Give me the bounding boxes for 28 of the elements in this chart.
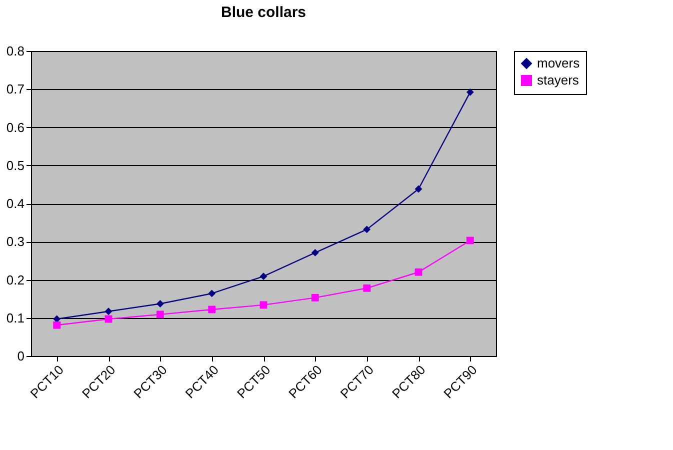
point (311, 294, 319, 302)
y-tick-label: 0 (17, 348, 24, 364)
point (311, 248, 319, 256)
point (466, 88, 474, 96)
y-tick-label: 0.8 (6, 44, 24, 58)
y-tick-label: 0.3 (6, 234, 24, 250)
y-tick-label: 0.6 (6, 120, 24, 135)
point (104, 308, 112, 316)
point (208, 290, 216, 298)
y-tick-label: 0.5 (6, 158, 24, 173)
y-tick-label: 0.2 (6, 272, 24, 288)
chart-title: Blue collars (220, 4, 306, 21)
point (156, 300, 164, 308)
point (208, 306, 216, 314)
y-tick-label: 0.4 (6, 196, 24, 211)
point (414, 268, 422, 276)
point (414, 185, 422, 193)
y-tick-label: 0.1 (6, 310, 24, 326)
legend-label: movers (537, 56, 580, 70)
y-tick-label: 0.7 (6, 82, 24, 97)
point (53, 321, 61, 329)
point (363, 284, 371, 292)
point (363, 226, 371, 234)
point (466, 236, 474, 244)
point (260, 301, 268, 309)
point (260, 272, 268, 280)
legend-label: stayers (537, 72, 580, 88)
point (156, 310, 164, 318)
